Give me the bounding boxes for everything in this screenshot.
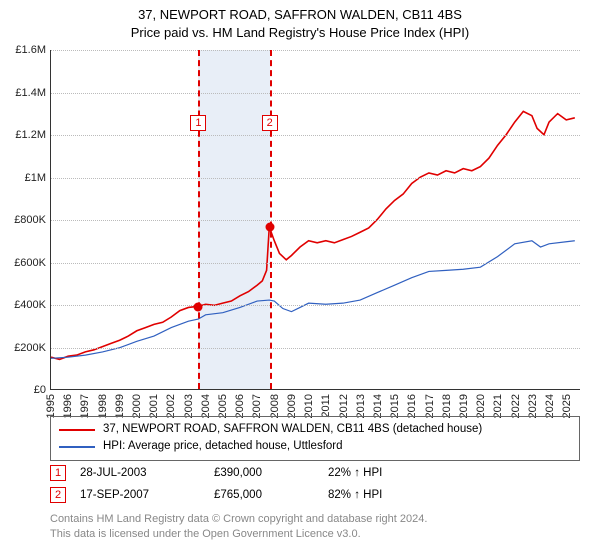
x-axis-label: 2007 — [251, 394, 263, 418]
marker-badge: 2 — [50, 487, 66, 503]
x-axis-label: 2004 — [200, 394, 212, 418]
x-axis-label: 2017 — [424, 394, 436, 418]
y-axis-label: £1.4M — [0, 87, 46, 99]
event-marker: 1 — [190, 115, 206, 131]
sale-pct: 82% ↑ HPI — [328, 489, 448, 501]
legend-swatch — [59, 429, 95, 431]
footer-attribution: Contains HM Land Registry data © Crown c… — [50, 512, 580, 542]
y-axis-label: £400K — [0, 299, 46, 311]
title-block: 37, NEWPORT ROAD, SAFFRON WALDEN, CB11 4… — [0, 0, 600, 42]
footer-line: This data is licensed under the Open Gov… — [50, 527, 580, 542]
sale-dot — [194, 303, 203, 312]
price-rows: 1 28-JUL-2003 £390,000 22% ↑ HPI 2 17-SE… — [50, 462, 580, 506]
x-axis-label: 2010 — [303, 394, 315, 418]
gridline — [51, 50, 580, 51]
x-axis-label: 1998 — [97, 394, 109, 418]
x-axis-label: 1995 — [45, 394, 57, 418]
x-axis-label: 2019 — [458, 394, 470, 418]
x-axis-label: 2025 — [561, 394, 573, 418]
x-axis-label: 2011 — [320, 394, 332, 418]
sale-price: £765,000 — [214, 489, 324, 501]
series-line — [198, 227, 269, 306]
x-axis-label: 2014 — [372, 394, 384, 418]
legend-row: HPI: Average price, detached house, Uttl… — [59, 438, 571, 455]
x-axis-label: 2000 — [131, 394, 143, 418]
x-axis-label: 2008 — [269, 394, 281, 418]
x-axis-label: 2001 — [148, 394, 160, 418]
x-axis-label: 2013 — [355, 394, 367, 418]
sale-pct: 22% ↑ HPI — [328, 467, 448, 479]
x-axis-label: 2022 — [510, 394, 522, 418]
event-vline — [270, 50, 272, 389]
gridline — [51, 220, 580, 221]
x-axis-label: 1999 — [114, 394, 126, 418]
x-axis-label: 2003 — [183, 394, 195, 418]
event-marker: 2 — [262, 115, 278, 131]
sale-date: 17-SEP-2007 — [80, 489, 210, 501]
title-address: 37, NEWPORT ROAD, SAFFRON WALDEN, CB11 4… — [0, 6, 600, 24]
gridline — [51, 305, 580, 306]
x-axis-label: 1997 — [79, 394, 91, 418]
x-axis-label: 2009 — [286, 394, 298, 418]
series-line — [51, 306, 198, 359]
x-axis-label: 2002 — [165, 394, 177, 418]
price-row: 1 28-JUL-2003 £390,000 22% ↑ HPI — [50, 462, 580, 484]
gridline — [51, 348, 580, 349]
x-axis-label: 2020 — [475, 394, 487, 418]
x-axis-label: 1996 — [62, 394, 74, 418]
legend-row: 37, NEWPORT ROAD, SAFFRON WALDEN, CB11 4… — [59, 421, 571, 438]
sale-price: £390,000 — [214, 467, 324, 479]
series-line — [51, 241, 575, 359]
x-axis-label: 2005 — [217, 394, 229, 418]
sale-date: 28-JUL-2003 — [80, 467, 210, 479]
x-axis-label: 2024 — [544, 394, 556, 418]
gridline — [51, 93, 580, 94]
gridline — [51, 178, 580, 179]
x-axis-label: 2021 — [492, 394, 504, 418]
chart-plot-area: £0£200K£400K£600K£800K£1M£1.2M£1.4M£1.6M… — [50, 50, 580, 390]
price-row: 2 17-SEP-2007 £765,000 82% ↑ HPI — [50, 484, 580, 506]
x-axis-label: 2006 — [234, 394, 246, 418]
legend-box: 37, NEWPORT ROAD, SAFFRON WALDEN, CB11 4… — [50, 416, 580, 461]
legend-swatch — [59, 446, 95, 448]
y-axis-label: £600K — [0, 257, 46, 269]
y-axis-label: £200K — [0, 342, 46, 354]
x-axis-label: 2015 — [389, 394, 401, 418]
series-line — [269, 111, 575, 259]
event-vline — [198, 50, 200, 389]
y-axis-label: £1.2M — [0, 129, 46, 141]
footer-line: Contains HM Land Registry data © Crown c… — [50, 512, 580, 527]
legend-label: 37, NEWPORT ROAD, SAFFRON WALDEN, CB11 4… — [103, 421, 482, 438]
x-axis-label: 2023 — [527, 394, 539, 418]
y-axis-label: £800K — [0, 214, 46, 226]
y-axis-label: £1M — [0, 172, 46, 184]
gridline — [51, 263, 580, 264]
y-axis-label: £1.6M — [0, 44, 46, 56]
x-axis-label: 2018 — [441, 394, 453, 418]
y-axis-label: £0 — [0, 384, 46, 396]
sale-dot — [265, 223, 274, 232]
gridline — [51, 135, 580, 136]
marker-badge: 1 — [50, 465, 66, 481]
x-axis-label: 2012 — [338, 394, 350, 418]
title-subtitle: Price paid vs. HM Land Registry's House … — [0, 24, 600, 42]
x-axis-label: 2016 — [406, 394, 418, 418]
chart-container: 37, NEWPORT ROAD, SAFFRON WALDEN, CB11 4… — [0, 0, 600, 560]
legend-label: HPI: Average price, detached house, Uttl… — [103, 438, 343, 455]
